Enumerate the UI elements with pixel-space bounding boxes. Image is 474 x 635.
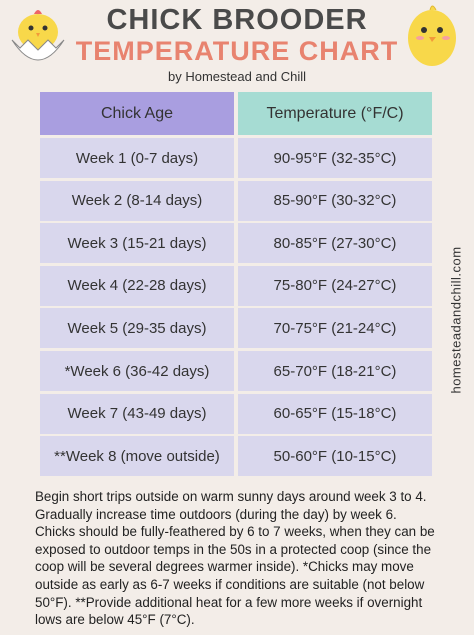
note: Begin short trips outside on warm sunny … [35,489,435,628]
table-cell: 70-75°F (21-24°C) [238,308,432,349]
table-cell: Week 3 (15-21 days) [40,223,234,264]
table-cell: 60-65°F (15-18°C) [238,393,432,434]
subtitle: TEMPERATURE CHART [75,36,399,66]
chick-right [408,5,456,66]
table-cell: 65-70°F (18-21°C) [238,351,432,391]
table-cell: Week 1 (0-7 days) [40,138,234,178]
table-cell: 85-90°F (30-32°C) [238,180,432,221]
side-text: homesteadandchill.com [448,246,464,394]
chick-left [11,10,65,61]
table-cell: Week 4 (22-28 days) [40,265,234,306]
table-cell: 50-60°F (10-15°C) [238,436,432,477]
table-cell: 75-80°F (24-27°C) [238,265,432,306]
table-cell: Week 2 (8-14 days) [40,180,234,221]
table-cell: **Week 8 (move outside) [40,436,234,477]
table-cell: Week 7 (43-49 days) [40,393,234,434]
byline: by Homestead and Chill [167,69,307,84]
header-cell: Temperature (°F/C) [238,92,432,135]
title: CHICK BROODER [106,4,368,36]
table-cell: Week 5 (29-35 days) [40,308,234,349]
table-cell: 80-85°F (27-30°C) [238,223,432,264]
table-cell: *Week 6 (36-42 days) [40,351,234,391]
header-cell: Chick Age [40,92,234,135]
table-cell: 90-95°F (32-35°C) [238,138,432,178]
